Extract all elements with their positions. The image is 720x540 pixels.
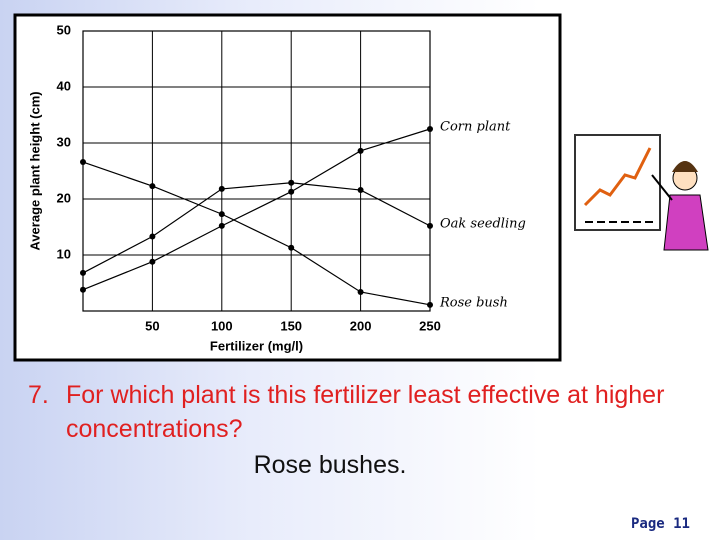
series-line [82,182,431,274]
series-label: Oak seedling [440,216,526,231]
y-axis-label: Average plant height (cm) [27,91,42,250]
data-point [80,286,86,293]
data-point [357,187,364,194]
series-label: Corn plant [440,120,511,135]
data-point [149,233,156,240]
x-tick-label: 50 [145,318,159,333]
y-tick-label: 50 [57,22,71,37]
data-point [218,211,225,218]
x-tick-label: 150 [280,318,302,333]
data-point [149,183,156,190]
series-line [82,161,431,306]
chart-frame [13,13,562,362]
question-number: 7. [28,381,49,409]
data-point [427,301,433,308]
data-point [80,269,86,276]
y-tick-label: 40 [57,78,71,93]
clipart [574,134,709,251]
page-number: Page 11 [630,516,690,532]
y-tick-label: 30 [57,134,71,149]
x-axis-label: Fertilizer (mg/l) [210,338,303,353]
data-point [149,258,156,265]
x-tick-label: 200 [350,318,372,333]
data-point [288,188,295,195]
series-label: Rose bush [439,295,508,310]
data-point [357,147,364,154]
series-line [82,128,431,291]
data-point [427,126,433,132]
y-tick-label: 20 [57,190,71,205]
data-point [427,222,433,229]
answer-text: Rose bushes. [253,451,407,479]
y-tick-label: 10 [57,246,71,261]
data-point [288,179,295,186]
data-point [80,159,86,166]
data-point [357,288,364,295]
x-tick-label: 100 [211,318,233,333]
question-text: For which plant is this fertilizer least… [66,381,665,443]
data-point [218,222,225,229]
x-tick-label: 250 [419,318,441,333]
data-point [288,244,295,251]
data-point [218,185,225,192]
